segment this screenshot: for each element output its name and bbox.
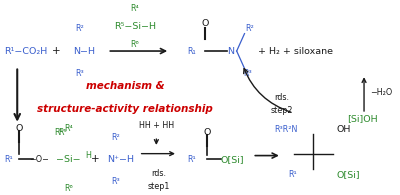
Text: R³: R³ — [243, 69, 252, 78]
Text: R⁵: R⁵ — [54, 128, 63, 137]
Text: HH + HH: HH + HH — [139, 121, 174, 130]
Text: O: O — [16, 124, 23, 133]
Text: R⁶: R⁶ — [64, 184, 72, 193]
Text: + H₂ + siloxane: + H₂ + siloxane — [258, 47, 333, 56]
Text: −O−: −O− — [29, 155, 49, 164]
Text: O: O — [202, 20, 209, 28]
Text: R¹−CO₂H: R¹−CO₂H — [5, 47, 48, 56]
Text: +: + — [52, 46, 61, 56]
Text: R¹: R¹ — [289, 170, 298, 179]
Text: N−H: N−H — [73, 47, 95, 56]
Text: R⁵−Si−H: R⁵−Si−H — [114, 22, 156, 31]
Text: step2: step2 — [270, 105, 293, 115]
Text: step1: step1 — [147, 182, 170, 191]
Text: R²: R² — [245, 24, 254, 33]
Text: R³R²N: R³R²N — [274, 125, 298, 134]
Text: R⁶: R⁶ — [130, 40, 139, 49]
Text: rds.: rds. — [151, 168, 166, 177]
Text: OH: OH — [337, 125, 351, 134]
Text: R¹: R¹ — [187, 155, 196, 164]
Text: +: + — [91, 154, 100, 164]
Text: N⁺−H: N⁺−H — [108, 155, 134, 164]
Text: N: N — [227, 47, 234, 56]
Text: R⁵: R⁵ — [58, 128, 67, 137]
Text: R²: R² — [76, 24, 84, 33]
Text: R¹: R¹ — [4, 155, 13, 164]
Text: −H₂O: −H₂O — [370, 88, 392, 97]
Text: O[Si]: O[Si] — [337, 170, 360, 179]
Text: R³: R³ — [111, 177, 120, 186]
Text: R₁: R₁ — [187, 47, 196, 56]
Text: O: O — [204, 128, 211, 137]
Text: structure-activity relationship: structure-activity relationship — [37, 104, 213, 114]
Text: [Si]OH: [Si]OH — [347, 114, 377, 123]
Text: R⁴: R⁴ — [64, 124, 72, 133]
Text: mechanism &: mechanism & — [86, 81, 164, 91]
Text: R⁴: R⁴ — [130, 4, 139, 13]
Text: rds.: rds. — [274, 93, 289, 102]
Text: O[Si]: O[Si] — [220, 155, 244, 164]
Text: −Si−: −Si− — [56, 155, 80, 164]
Text: R²: R² — [111, 133, 120, 142]
Text: R³: R³ — [76, 69, 84, 78]
Text: H: H — [85, 151, 91, 160]
